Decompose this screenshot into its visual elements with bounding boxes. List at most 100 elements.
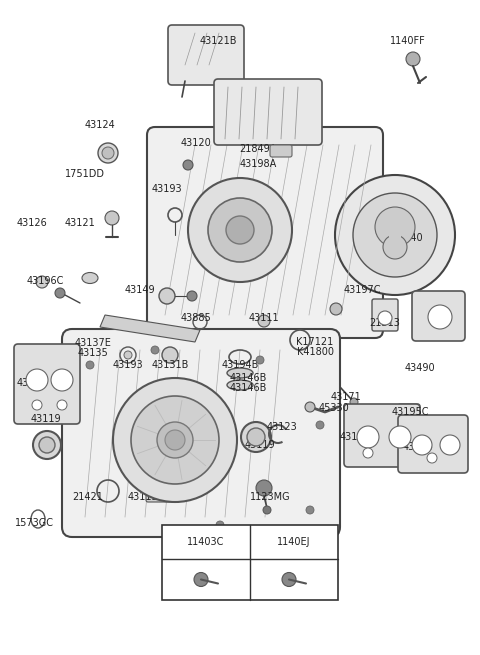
- FancyBboxPatch shape: [14, 344, 80, 424]
- FancyBboxPatch shape: [344, 404, 420, 467]
- Text: 43115: 43115: [128, 492, 158, 502]
- Circle shape: [363, 448, 373, 458]
- Circle shape: [55, 288, 65, 298]
- FancyBboxPatch shape: [62, 329, 340, 537]
- Circle shape: [131, 396, 219, 484]
- Text: 43137E: 43137E: [74, 338, 111, 348]
- Text: 21421: 21421: [72, 492, 103, 502]
- Text: 11403C: 11403C: [187, 537, 225, 547]
- Circle shape: [378, 311, 392, 325]
- Circle shape: [57, 400, 67, 410]
- FancyBboxPatch shape: [398, 415, 468, 473]
- Text: 11403C: 11403C: [184, 564, 222, 574]
- Text: 43171: 43171: [331, 392, 361, 402]
- Circle shape: [113, 378, 237, 502]
- Circle shape: [306, 506, 314, 514]
- Circle shape: [51, 369, 73, 391]
- Text: 43490: 43490: [405, 363, 435, 373]
- FancyBboxPatch shape: [398, 404, 420, 422]
- Text: 43197C: 43197C: [343, 285, 381, 295]
- Circle shape: [428, 305, 452, 329]
- Text: 1751DD: 1751DD: [65, 169, 105, 179]
- Circle shape: [256, 356, 264, 364]
- Text: 45330: 45330: [319, 403, 349, 413]
- Circle shape: [165, 430, 185, 450]
- Text: 43146B: 43146B: [229, 383, 267, 393]
- Circle shape: [389, 426, 411, 448]
- Text: 43140: 43140: [393, 233, 423, 243]
- Circle shape: [427, 453, 437, 463]
- Text: 43119: 43119: [245, 440, 276, 450]
- Text: 43119: 43119: [31, 414, 61, 424]
- Circle shape: [159, 288, 175, 304]
- Circle shape: [357, 426, 379, 448]
- Text: 43120: 43120: [180, 138, 211, 148]
- Text: 21849A: 21849A: [240, 144, 276, 154]
- Text: 43198A: 43198A: [240, 159, 276, 169]
- Text: 43124: 43124: [84, 120, 115, 130]
- Bar: [389, 227, 401, 247]
- Circle shape: [258, 315, 270, 327]
- Text: 43176: 43176: [403, 442, 433, 452]
- Text: 1140EJ: 1140EJ: [277, 537, 311, 547]
- Circle shape: [102, 147, 114, 159]
- Circle shape: [26, 369, 48, 391]
- Circle shape: [162, 347, 178, 363]
- FancyBboxPatch shape: [168, 25, 244, 85]
- Text: 43885: 43885: [180, 313, 211, 323]
- Circle shape: [32, 400, 42, 410]
- Circle shape: [440, 435, 460, 455]
- Circle shape: [316, 421, 324, 429]
- Circle shape: [39, 437, 55, 453]
- Text: 1140EJ: 1140EJ: [278, 564, 312, 574]
- Circle shape: [256, 480, 272, 496]
- Circle shape: [86, 361, 94, 369]
- Circle shape: [241, 422, 271, 452]
- Circle shape: [383, 235, 407, 259]
- Circle shape: [263, 506, 271, 514]
- Text: 43178: 43178: [340, 432, 371, 442]
- Circle shape: [305, 402, 315, 412]
- FancyBboxPatch shape: [146, 480, 180, 502]
- Text: 43193: 43193: [113, 360, 144, 370]
- Text: 43195C: 43195C: [391, 407, 429, 417]
- Text: 43149: 43149: [125, 285, 156, 295]
- Ellipse shape: [82, 272, 98, 284]
- Circle shape: [98, 143, 118, 163]
- Circle shape: [353, 193, 437, 277]
- Circle shape: [335, 175, 455, 295]
- Text: 21513: 21513: [370, 318, 400, 328]
- Text: 43111: 43111: [249, 313, 279, 323]
- Text: 43146B: 43146B: [229, 373, 267, 383]
- Circle shape: [36, 276, 48, 288]
- Circle shape: [124, 351, 132, 359]
- Text: 43121: 43121: [65, 218, 96, 228]
- Text: 43121B: 43121B: [199, 36, 237, 46]
- Circle shape: [226, 216, 254, 244]
- Text: K17121: K17121: [296, 337, 334, 347]
- FancyBboxPatch shape: [147, 127, 383, 338]
- Text: 1140FF: 1140FF: [390, 36, 426, 46]
- Circle shape: [247, 428, 265, 446]
- Text: 43123: 43123: [266, 422, 298, 432]
- FancyBboxPatch shape: [412, 291, 465, 341]
- Circle shape: [330, 303, 342, 315]
- FancyBboxPatch shape: [214, 79, 322, 145]
- Text: 43193: 43193: [152, 184, 182, 194]
- Circle shape: [105, 211, 119, 225]
- Polygon shape: [100, 315, 200, 342]
- Circle shape: [157, 422, 193, 458]
- Text: 43196C: 43196C: [26, 276, 64, 286]
- Circle shape: [187, 291, 197, 301]
- Ellipse shape: [227, 368, 253, 378]
- Text: 43175: 43175: [17, 378, 48, 388]
- Circle shape: [375, 207, 415, 247]
- FancyBboxPatch shape: [372, 299, 398, 331]
- Circle shape: [188, 178, 292, 282]
- Text: 1123MG: 1123MG: [250, 492, 290, 502]
- Circle shape: [151, 346, 159, 354]
- Text: 1573GC: 1573GC: [14, 518, 53, 528]
- Circle shape: [350, 398, 358, 406]
- Text: 43135: 43135: [78, 348, 108, 358]
- Circle shape: [216, 521, 224, 529]
